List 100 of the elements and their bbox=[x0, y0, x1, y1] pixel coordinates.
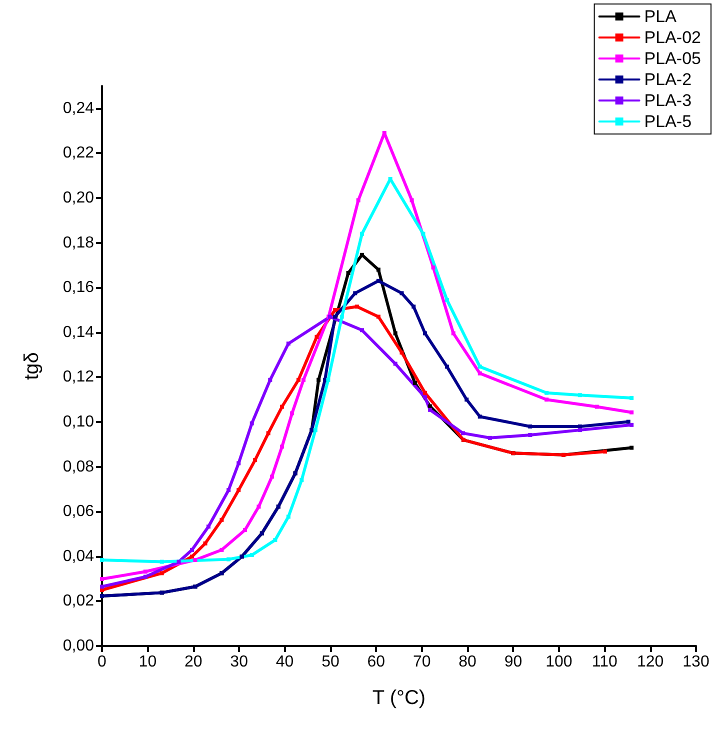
point bbox=[431, 265, 436, 270]
point bbox=[630, 422, 634, 427]
x-tick-label: 60 bbox=[367, 654, 386, 670]
x-tick-label: 100 bbox=[546, 654, 572, 670]
point bbox=[626, 420, 630, 424]
y-tick-label: 0,00 bbox=[62, 638, 94, 654]
x-tick-label: 50 bbox=[322, 654, 340, 670]
point bbox=[444, 298, 449, 302]
point bbox=[280, 444, 284, 449]
point bbox=[290, 411, 294, 416]
y-tick-label: 0,14 bbox=[62, 324, 94, 341]
point bbox=[412, 381, 417, 386]
point bbox=[376, 314, 380, 319]
point bbox=[286, 514, 290, 519]
legend-label: PLA-02 bbox=[644, 28, 701, 47]
point bbox=[220, 518, 224, 522]
point bbox=[236, 488, 241, 492]
point bbox=[250, 421, 254, 426]
point bbox=[630, 396, 634, 400]
x-tick-label: 70 bbox=[412, 654, 431, 670]
point bbox=[270, 474, 274, 479]
y-axis-title: tgδ bbox=[21, 352, 43, 380]
point bbox=[100, 558, 104, 562]
point bbox=[528, 432, 532, 437]
point bbox=[243, 528, 248, 532]
legend-label: PLA-3 bbox=[644, 91, 692, 110]
point bbox=[190, 554, 194, 559]
point bbox=[423, 390, 428, 395]
y-tick-label: 0,06 bbox=[62, 503, 94, 520]
point bbox=[353, 291, 358, 296]
point bbox=[273, 538, 278, 542]
point bbox=[421, 232, 426, 236]
x-tick-label: 130 bbox=[682, 654, 710, 670]
point bbox=[356, 198, 360, 202]
point bbox=[478, 364, 482, 369]
y-tick-label: 0,22 bbox=[62, 144, 94, 162]
point bbox=[203, 541, 208, 546]
point bbox=[346, 271, 350, 276]
point bbox=[313, 428, 318, 432]
point bbox=[143, 574, 148, 579]
x-axis-title: T (°C) bbox=[372, 687, 426, 709]
point bbox=[360, 232, 364, 236]
point bbox=[460, 431, 465, 436]
y-tick-label: 0,02 bbox=[62, 592, 94, 610]
point bbox=[444, 364, 449, 369]
point bbox=[376, 278, 380, 283]
legend-label: PLA-5 bbox=[644, 112, 692, 131]
point bbox=[528, 424, 532, 428]
y-tick-label: 0,20 bbox=[62, 190, 94, 206]
x-tick-label: 40 bbox=[276, 654, 294, 670]
point bbox=[423, 395, 428, 400]
point bbox=[428, 408, 432, 412]
point bbox=[340, 314, 344, 319]
y-tick-label: 0,18 bbox=[62, 234, 94, 252]
point bbox=[478, 414, 482, 419]
y-tick-label: 0,16 bbox=[62, 279, 94, 296]
point bbox=[280, 404, 284, 409]
point bbox=[360, 328, 364, 332]
point bbox=[226, 488, 231, 492]
point bbox=[423, 331, 428, 336]
point bbox=[226, 557, 231, 562]
y-tick-label: 0,04 bbox=[62, 548, 94, 565]
point bbox=[578, 428, 582, 432]
point bbox=[326, 378, 330, 382]
point bbox=[100, 577, 104, 582]
point bbox=[400, 291, 404, 296]
point bbox=[478, 371, 482, 376]
point bbox=[302, 378, 306, 382]
point bbox=[410, 198, 414, 202]
point bbox=[286, 342, 290, 346]
point bbox=[393, 331, 398, 336]
x-tick-label: 20 bbox=[184, 654, 202, 670]
x-tick-label: 0 bbox=[98, 654, 107, 670]
point bbox=[296, 378, 300, 382]
point bbox=[314, 334, 319, 339]
point bbox=[250, 553, 254, 558]
y-tick-label: 0,24 bbox=[62, 100, 94, 117]
point bbox=[488, 436, 492, 440]
point bbox=[544, 398, 549, 402]
point bbox=[333, 314, 338, 319]
point bbox=[256, 504, 261, 509]
point bbox=[333, 308, 338, 312]
point bbox=[630, 410, 634, 414]
x-tick-label: 120 bbox=[636, 654, 664, 670]
x-tick-label: 90 bbox=[504, 654, 522, 670]
point bbox=[160, 560, 164, 564]
point bbox=[160, 571, 164, 576]
x-tick-label: 30 bbox=[230, 654, 248, 670]
point bbox=[268, 378, 272, 382]
y-tick-label: 0,10 bbox=[62, 414, 94, 430]
x-tick-label: 10 bbox=[138, 654, 157, 670]
point bbox=[400, 350, 404, 355]
point bbox=[412, 304, 416, 309]
legend-label: PLA-05 bbox=[644, 49, 701, 68]
point bbox=[220, 548, 224, 552]
point bbox=[630, 446, 634, 450]
point bbox=[376, 268, 380, 272]
point bbox=[393, 362, 398, 366]
point bbox=[594, 404, 599, 409]
point bbox=[578, 393, 582, 398]
